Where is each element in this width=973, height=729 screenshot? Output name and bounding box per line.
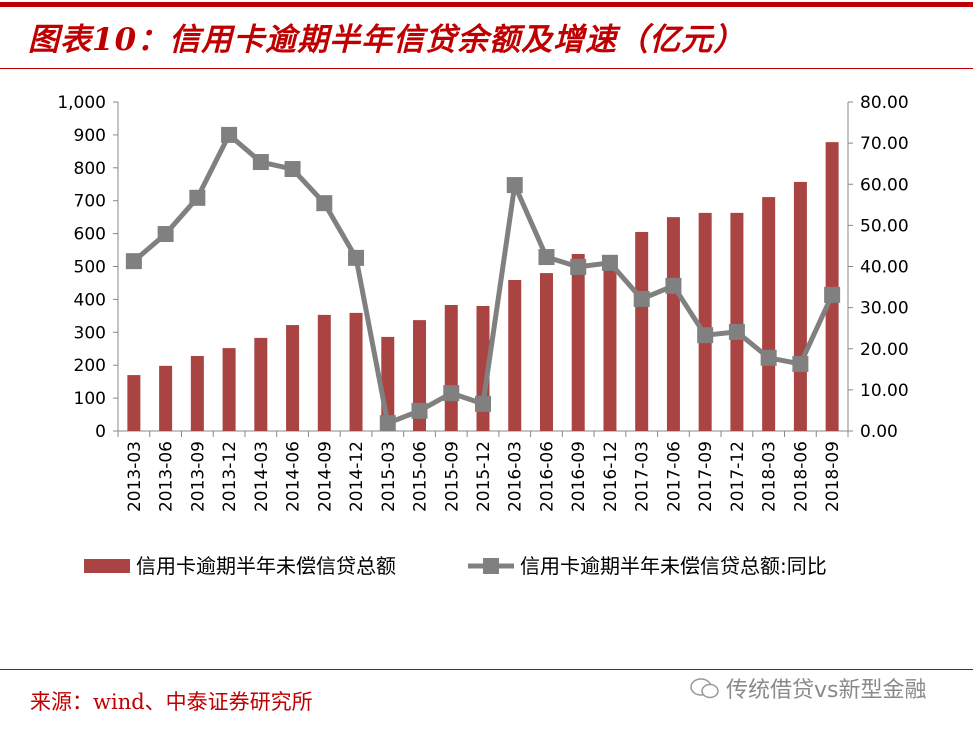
yoy-marker <box>506 177 523 194</box>
source-note: 来源：wind、中泰证券研究所 <box>30 690 313 714</box>
bar <box>603 264 617 431</box>
legend-bar-swatch <box>84 559 130 573</box>
legend-bar-label: 信用卡逾期半年未偿信贷总额 <box>136 554 396 578</box>
yoy-marker <box>284 161 301 178</box>
yoy-marker <box>570 258 587 275</box>
bar <box>222 348 236 431</box>
x-tick-label: 2017-06 <box>664 441 684 512</box>
yoy-marker <box>443 385 460 402</box>
bar <box>730 212 744 431</box>
watermark-text: 传统借贷vs新型金融 <box>726 678 927 703</box>
x-tick-label: 2016-09 <box>569 441 589 512</box>
x-tick-label: 2015-06 <box>411 441 431 512</box>
bar <box>190 355 204 431</box>
x-tick-label: 2018-03 <box>760 441 780 512</box>
right-tick-label: 0.00 <box>860 422 898 442</box>
yoy-marker <box>538 249 555 266</box>
x-tick-label: 2013-12 <box>220 441 240 512</box>
yoy-marker <box>221 126 238 143</box>
bar <box>508 279 522 431</box>
x-tick-label: 2017-03 <box>633 441 653 512</box>
bar <box>159 365 173 431</box>
bar <box>666 217 680 431</box>
top-bar <box>0 2 973 7</box>
x-tick-label: 2016-06 <box>537 441 557 512</box>
yoy-marker <box>824 286 841 303</box>
legend-line-label: 信用卡逾期半年未偿信贷总额:同比 <box>520 554 827 578</box>
left-tick-label: 700 <box>74 192 106 212</box>
left-tick-label: 200 <box>74 356 106 376</box>
title-rule <box>0 68 973 69</box>
bar <box>635 231 649 431</box>
x-tick-label: 2016-12 <box>601 441 621 512</box>
x-tick-label: 2014-09 <box>315 441 335 512</box>
yoy-marker <box>728 323 745 340</box>
left-tick-label: 800 <box>74 159 106 179</box>
yoy-marker <box>379 415 396 432</box>
bar <box>698 212 712 431</box>
right-tick-label: 60.00 <box>860 175 909 195</box>
right-tick-label: 40.00 <box>860 258 909 278</box>
yoy-marker <box>697 327 714 344</box>
right-tick-label: 30.00 <box>860 299 909 319</box>
bar <box>254 337 268 431</box>
yoy-marker <box>252 154 269 171</box>
watermark: 传统借贷vs新型金融 <box>688 672 926 704</box>
yoy-marker <box>665 277 682 294</box>
right-tick-label: 20.00 <box>860 340 909 360</box>
x-tick-label: 2015-12 <box>474 441 494 512</box>
bar <box>793 181 807 431</box>
x-tick-label: 2016-03 <box>506 441 526 512</box>
left-tick-label: 100 <box>74 389 106 409</box>
yoy-marker <box>760 349 777 366</box>
x-tick-label: 2017-09 <box>696 441 716 512</box>
yoy-marker <box>475 395 491 412</box>
left-tick-label: 1,000 <box>57 93 106 113</box>
right-tick-label: 70.00 <box>860 134 909 154</box>
yoy-marker <box>633 290 650 307</box>
yoy-marker <box>411 402 428 419</box>
legend-line-marker <box>483 558 499 574</box>
bar <box>444 304 458 431</box>
left-tick-label: 500 <box>74 258 106 278</box>
wechat-icon <box>690 678 719 699</box>
left-tick-label: 300 <box>74 323 106 343</box>
x-tick-label: 2018-06 <box>791 441 811 512</box>
bar <box>539 273 553 431</box>
right-tick-label: 50.00 <box>860 216 909 236</box>
bar <box>349 312 363 431</box>
x-tick-label: 2014-12 <box>347 441 367 512</box>
yoy-marker <box>601 254 618 271</box>
x-tick-label: 2013-09 <box>188 441 208 512</box>
x-tick-label: 2017-12 <box>728 441 748 512</box>
bar <box>317 314 331 431</box>
x-tick-label: 2014-03 <box>252 441 272 512</box>
x-tick-label: 2013-06 <box>157 441 177 512</box>
right-tick-label: 80.00 <box>860 93 909 113</box>
left-tick-label: 900 <box>74 126 106 146</box>
right-tick-label: 10.00 <box>860 381 909 401</box>
yoy-marker <box>189 189 206 206</box>
x-tick-label: 2013-03 <box>125 441 145 512</box>
bar <box>571 253 585 431</box>
bar <box>127 375 141 431</box>
footer-rule <box>0 669 973 670</box>
yoy-marker <box>792 355 809 372</box>
yoy-marker <box>348 249 365 266</box>
x-tick-label: 2015-03 <box>379 441 399 512</box>
left-tick-label: 600 <box>74 225 106 245</box>
yoy-marker <box>157 226 174 243</box>
x-tick-label: 2014-06 <box>284 441 304 512</box>
left-tick-label: 0 <box>95 422 106 442</box>
yoy-marker <box>125 253 142 270</box>
bar <box>762 197 776 431</box>
x-tick-label: 2018-09 <box>823 441 843 512</box>
bar <box>825 142 839 431</box>
left-tick-label: 400 <box>74 290 106 310</box>
chart-title: 图表10：信用卡逾期半年信贷余额及增速（亿元） <box>28 22 746 58</box>
bar <box>286 325 300 431</box>
x-tick-label: 2015-09 <box>442 441 462 512</box>
yoy-marker <box>316 195 333 212</box>
